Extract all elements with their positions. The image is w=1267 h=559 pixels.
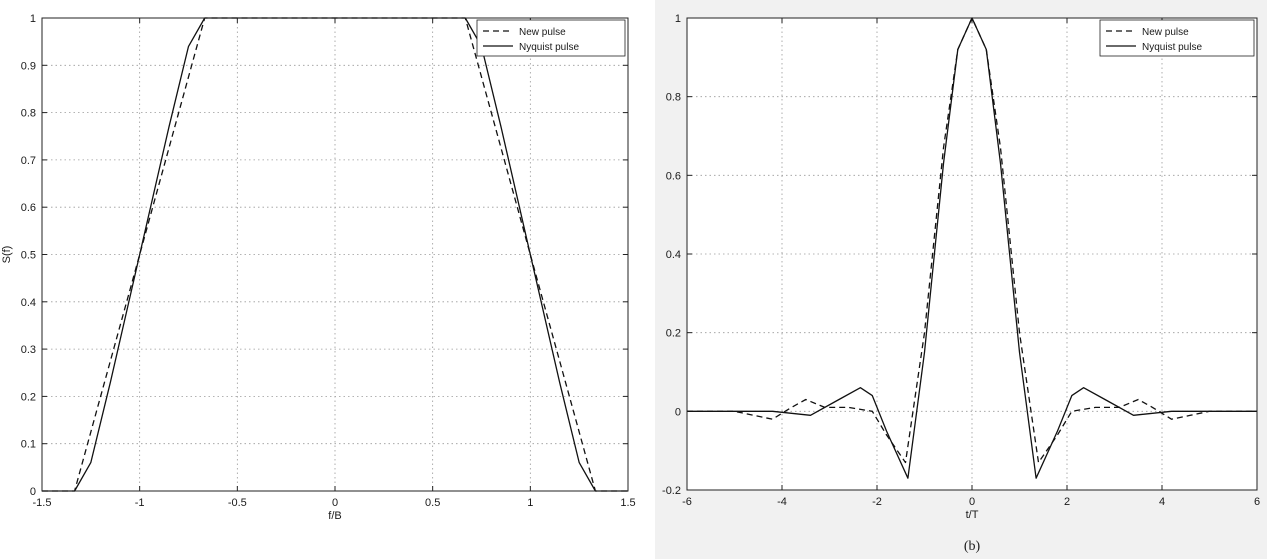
- y-tick-label: 0.2: [21, 391, 36, 403]
- x-tick-label: 0: [969, 496, 975, 508]
- x-tick-label: 1: [527, 497, 533, 509]
- x-tick-label: -2: [872, 496, 882, 508]
- x-tick-label: 4: [1159, 496, 1165, 508]
- y-tick-label: 0.1: [21, 439, 36, 451]
- y-tick-label: 0.2: [666, 328, 681, 340]
- x-tick-label: -0.5: [228, 497, 247, 509]
- x-tick-label: -1.5: [33, 497, 52, 509]
- x-tick-label: 1.5: [620, 497, 635, 509]
- y-tick-label: 0: [675, 406, 681, 418]
- y-tick-label: 0: [30, 486, 36, 498]
- x-axis-label: f/B: [328, 510, 341, 522]
- x-tick-label: 2: [1064, 496, 1070, 508]
- legend-label: Nyquist pulse: [1142, 42, 1202, 53]
- legend-box: [476, 19, 626, 57]
- y-tick-label: 1: [675, 13, 681, 25]
- y-tick-label: 0.9: [21, 60, 36, 72]
- y-tick-label: 0.8: [21, 108, 36, 120]
- y-axis-label: S(f): [1, 246, 13, 264]
- plot-frame: [41, 17, 629, 492]
- chart-right: -6 -4 -2 0 2 4 6 -0.2 0 0.2 0.4 0.6 0.8 1 New pulse Nyq…: [662, 13, 1260, 554]
- y-tick-label: 0.3: [21, 344, 36, 356]
- y-tick-label: 0.7: [21, 155, 36, 167]
- x-axis-label: t/T: [966, 509, 979, 521]
- x-tick-label: 0: [332, 497, 338, 509]
- y-tick-label: 0.8: [666, 92, 681, 104]
- x-tick-label: -1: [135, 497, 145, 509]
- plot-frame: [686, 17, 1258, 491]
- y-tick-label: -0.2: [662, 485, 681, 497]
- legend-label: New pulse: [1142, 27, 1189, 38]
- y-tick-label: 0.6: [21, 202, 36, 214]
- y-tick-label: 0.5: [21, 250, 36, 262]
- legend-box: [1099, 19, 1255, 57]
- legend-label: Nyquist pulse: [519, 42, 579, 53]
- y-tick-label: 1: [30, 13, 36, 25]
- x-tick-label: 0.5: [425, 497, 440, 509]
- x-tick-label: 6: [1254, 496, 1260, 508]
- x-tick-label: -6: [682, 496, 692, 508]
- y-tick-label: 0.4: [666, 249, 681, 261]
- legend-label: New pulse: [519, 27, 566, 38]
- chart-left: -1.5 -1 -0.5 0 0.5 1 1.5 0 0.1 0.2 0.3 0.4 0.5 0.6 0.7…: [1, 13, 636, 522]
- y-tick-label: 0.6: [666, 170, 681, 182]
- figure-caption: (b): [964, 539, 981, 554]
- y-tick-label: 0.4: [21, 297, 36, 309]
- x-tick-label: -4: [777, 496, 787, 508]
